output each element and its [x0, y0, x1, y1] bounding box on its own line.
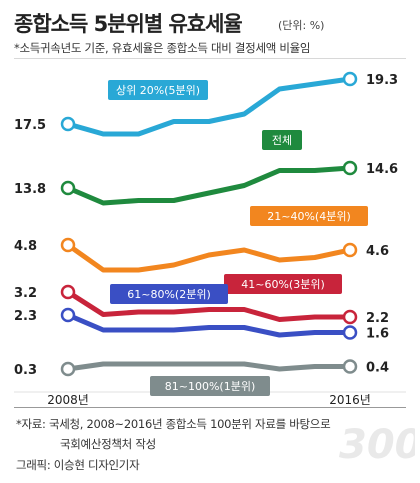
start-value-label-q4: 4.8 — [14, 239, 37, 254]
series-line-q2 — [65, 312, 353, 338]
start-value-label-q5: 17.5 — [14, 118, 46, 133]
series-label-box-total — [262, 130, 302, 150]
source-line-1: *자료: 국세청, 2008~2016년 종합소득 100분위 자료를 바탕으로 — [16, 417, 331, 431]
series-label-total: 전체 — [272, 134, 292, 147]
start-value-label-q1: 0.3 — [14, 363, 37, 378]
series-label-q1: 81~100%(1분위) — [165, 380, 255, 393]
series-label-box-q2 — [110, 284, 228, 304]
series-label-box-q4 — [250, 206, 368, 226]
data-point-q1-0 — [60, 361, 76, 377]
data-point-q5-8 — [342, 71, 358, 87]
data-point-q4-0 — [60, 237, 76, 253]
series-label-q5: 상위 20%(5분위) — [116, 84, 200, 97]
data-point-q2-0 — [60, 307, 76, 323]
start-value-label-total: 13.8 — [14, 182, 46, 197]
series-line-q1 — [65, 361, 353, 372]
series-line-q5 — [65, 76, 353, 137]
start-value-label-q3: 3.2 — [14, 286, 37, 301]
data-point-q4-8 — [342, 242, 358, 258]
data-point-total-0 — [60, 180, 76, 196]
data-point-q2-8 — [342, 325, 358, 340]
end-value-label-total: 14.6 — [366, 162, 398, 177]
line-chart: 17.5 19.3 상위 20%(5분위) 13.8 14.6 전체 4.8 4.6 21~40… — [14, 71, 406, 407]
series-label-box-q3 — [224, 274, 342, 294]
start-value-label-q2: 2.3 — [14, 309, 37, 324]
end-value-label-q1: 0.4 — [366, 361, 389, 376]
data-point-q3-8 — [342, 309, 358, 325]
series-label-q4: 21~40%(4분위) — [267, 210, 351, 223]
series-line-total — [65, 165, 353, 206]
series-label-q3: 41~60%(3분위) — [241, 278, 325, 291]
bottom-rule — [14, 407, 406, 408]
chart-title: 종합소득 5분위별 유효세율 — [14, 12, 243, 36]
end-value-label-q3: 2.2 — [366, 311, 389, 326]
series-label-q2: 61~80%(2분위) — [127, 288, 211, 301]
end-value-label-q4: 4.6 — [366, 244, 389, 259]
end-value-label-q5: 19.3 — [366, 73, 398, 88]
chart-note: *소득귀속년도 기준, 유효세율은 종합소득 대비 결정세액 비율임 — [14, 41, 311, 55]
data-point-q5-0 — [60, 116, 76, 132]
unit-label: (단위: %) — [278, 19, 325, 32]
series-line-q4 — [65, 242, 353, 273]
data-point-q1-8 — [342, 359, 358, 374]
graphic-credit: 그래픽: 이승현 디자인기자 — [16, 458, 140, 472]
x-tick-label-end: 2016년 — [329, 393, 371, 407]
data-point-total-8 — [342, 160, 358, 176]
source-note: *자료: 국세청, 2008~2016년 종합소득 100분위 자료를 바탕으로… — [16, 414, 331, 454]
series-label-box-q5 — [108, 80, 208, 100]
watermark-logo: 300 — [339, 422, 415, 468]
watermark-text: 300 — [339, 422, 415, 468]
series-label-box-q1 — [150, 376, 270, 396]
end-value-label-q2: 1.6 — [366, 327, 389, 342]
top-rule — [14, 58, 406, 59]
source-line-2: 국회예산정책처 작성 — [60, 437, 156, 451]
x-tick-label-start: 2008년 — [47, 393, 89, 407]
series-line-q3 — [65, 289, 353, 322]
data-point-q3-0 — [60, 284, 76, 300]
